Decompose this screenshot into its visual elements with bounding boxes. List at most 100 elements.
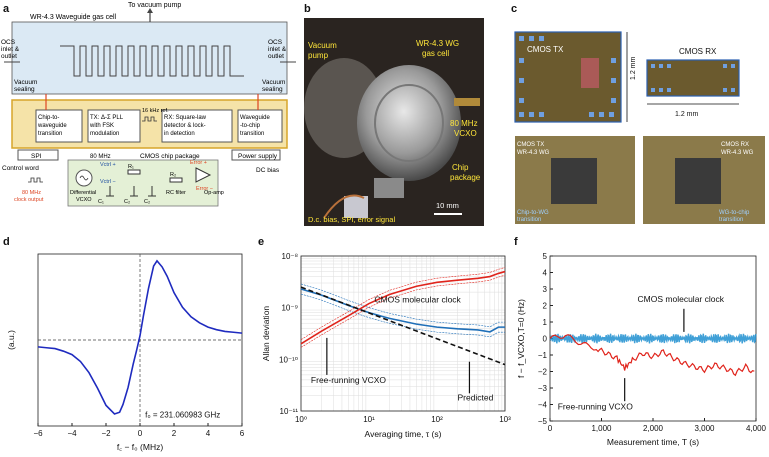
y-tick-label: 10⁻¹¹ bbox=[280, 407, 299, 416]
series-line bbox=[37, 259, 243, 415]
annotation: f₀ = 231.060983 GHz bbox=[145, 410, 220, 419]
svg-text:R₁: R₁ bbox=[128, 164, 134, 170]
panel-e-label: e bbox=[258, 236, 265, 248]
svg-text:with FSK: with FSK bbox=[89, 123, 114, 129]
vcxo-board bbox=[454, 98, 480, 106]
rx-detector-block bbox=[161, 109, 233, 143]
annotation-cmos: CMOS molecular clock bbox=[638, 294, 725, 304]
svg-text:C₂: C₂ bbox=[124, 199, 130, 205]
svg-text:RX: Square-law: RX: Square-law bbox=[164, 115, 207, 121]
svg-text:detector & lock-: detector & lock- bbox=[164, 123, 206, 129]
annotation-predicted: Predicted bbox=[457, 392, 493, 402]
y-tick-label: 3 bbox=[543, 285, 548, 294]
svg-text:Vctrl +: Vctrl + bbox=[100, 162, 116, 168]
power-supply-block bbox=[231, 149, 281, 161]
x-axis-label: f꜀ − f₀ (MHz) bbox=[117, 442, 164, 452]
svg-text:transition: transition bbox=[719, 217, 743, 223]
y-tick-label: −1 bbox=[538, 351, 548, 360]
chart-d: −6 −4 −2 0 2 4 6 f꜀ − f₀ (MHz) (a.u.) f₀ = 231.06… bbox=[6, 253, 245, 452]
svg-text:WR-4.3 WG: WR-4.3 WG bbox=[517, 150, 550, 156]
panel-f-label: f bbox=[514, 236, 518, 248]
svg-text:waveguide: waveguide bbox=[37, 123, 67, 129]
series-line-0 bbox=[300, 288, 505, 333]
y-axis-label: Allan deviation bbox=[261, 306, 271, 362]
y-tick-label: 10⁻⁹ bbox=[281, 304, 298, 313]
y-axis-label: f − f_VCXO,T=0 (Hz) bbox=[516, 299, 526, 378]
svg-text:modulation: modulation bbox=[90, 131, 119, 137]
y-tick-label: −3 bbox=[538, 384, 548, 393]
svg-text:Vctrl −: Vctrl − bbox=[100, 179, 116, 185]
y-axis-label: (a.u.) bbox=[6, 330, 16, 350]
svg-text:outlet: outlet bbox=[1, 53, 17, 60]
series-line-vcxo bbox=[549, 334, 755, 377]
svg-text:Waveguide: Waveguide bbox=[240, 115, 270, 121]
svg-text:Differential: Differential bbox=[70, 190, 96, 196]
svg-text:outlet: outlet bbox=[268, 53, 284, 60]
panel-b-label: b bbox=[304, 3, 311, 15]
svg-text:10 mm: 10 mm bbox=[436, 201, 459, 210]
y-tick-label: 2 bbox=[543, 302, 548, 311]
series-line-2 bbox=[300, 286, 506, 366]
gas-cell-cylinder bbox=[357, 65, 461, 181]
chip-package-shape bbox=[374, 178, 404, 198]
svg-text:Vacuum: Vacuum bbox=[262, 79, 285, 86]
svg-text:C₂: C₂ bbox=[144, 199, 150, 205]
gas-cell-title: WR-4.3 Waveguide gas cell bbox=[30, 14, 117, 21]
svg-text:transition: transition bbox=[240, 131, 264, 137]
svg-text:R₂: R₂ bbox=[170, 172, 176, 178]
svg-text:Chip-to-WG: Chip-to-WG bbox=[517, 210, 549, 216]
svg-text:inlet &: inlet & bbox=[268, 46, 287, 53]
x-tick-label: 6 bbox=[240, 429, 245, 438]
y-tick-label: 10⁻¹⁰ bbox=[279, 355, 298, 364]
spi-block bbox=[17, 149, 59, 161]
svg-text:package: package bbox=[450, 173, 481, 182]
panel-a-diagram: WR-4.3 Waveguide gas cell To vacuum pump… bbox=[1, 2, 296, 207]
svg-text:CMOS chip package: CMOS chip package bbox=[140, 153, 200, 160]
svg-text:OCS: OCS bbox=[268, 39, 283, 46]
svg-text:-to-chip: -to-chip bbox=[240, 123, 261, 129]
svg-text:in detection: in detection bbox=[164, 131, 195, 137]
x-tick-label: 2,000 bbox=[643, 424, 664, 433]
svg-text:VCXO: VCXO bbox=[454, 129, 477, 138]
connector bbox=[344, 196, 368, 218]
svg-text:CMOS RX: CMOS RX bbox=[679, 47, 717, 56]
x-axis-label: Measurement time, T (s) bbox=[607, 437, 699, 447]
y-tick-label: −4 bbox=[538, 401, 548, 410]
x-tick-label: 3,000 bbox=[694, 424, 715, 433]
svg-text:1.2 mm: 1.2 mm bbox=[630, 56, 637, 80]
svg-text:CMOS RX: CMOS RX bbox=[721, 142, 749, 148]
svg-text:CMOS TX: CMOS TX bbox=[527, 45, 564, 54]
series-band-0 bbox=[300, 283, 505, 328]
chip-to-waveguide-block bbox=[35, 109, 83, 143]
waveguide-gas-cell bbox=[11, 21, 288, 95]
svg-text:80 MHz: 80 MHz bbox=[22, 190, 41, 196]
svg-text:inlet &: inlet & bbox=[1, 46, 20, 53]
panel-c-label: c bbox=[511, 3, 518, 15]
plot-frame bbox=[300, 255, 506, 412]
series-band-1 bbox=[300, 267, 506, 340]
circuit-board bbox=[67, 159, 219, 207]
panel-c-photos: CMOS TX CMOS RX 1.2 mm 1.2 mm CMOS TX WR… bbox=[511, 18, 769, 230]
x-tick-label: 0 bbox=[138, 429, 143, 438]
x-tick-label: 10¹ bbox=[363, 415, 375, 424]
x-tick-label: −2 bbox=[101, 429, 111, 438]
svg-text:DC bias: DC bias bbox=[256, 167, 280, 174]
op-amp-symbol bbox=[195, 167, 212, 183]
x-tick-label: 4,000 bbox=[746, 424, 767, 433]
svg-text:Vacuum: Vacuum bbox=[14, 79, 37, 86]
svg-text:OCS: OCS bbox=[1, 39, 16, 46]
y-tick-label: 5 bbox=[543, 252, 548, 261]
x-tick-label: 4 bbox=[206, 429, 211, 438]
annotation-vcxo: Free-running VCXO bbox=[558, 401, 634, 411]
series-band-1 bbox=[300, 274, 506, 348]
y-tick-label: 10⁻⁸ bbox=[282, 252, 299, 261]
x-tick-label: 1,000 bbox=[591, 424, 612, 433]
y-tick-label: 1 bbox=[543, 318, 548, 327]
y-tick-label: −5 bbox=[538, 417, 548, 426]
svg-text:RC filter: RC filter bbox=[166, 190, 186, 196]
x-tick-label: 10³ bbox=[499, 415, 511, 424]
panel-d-label: d bbox=[3, 236, 10, 248]
svg-text:Op-amp: Op-amp bbox=[204, 190, 224, 196]
svg-text:Error +: Error + bbox=[190, 160, 207, 166]
x-tick-label: 2 bbox=[172, 429, 177, 438]
